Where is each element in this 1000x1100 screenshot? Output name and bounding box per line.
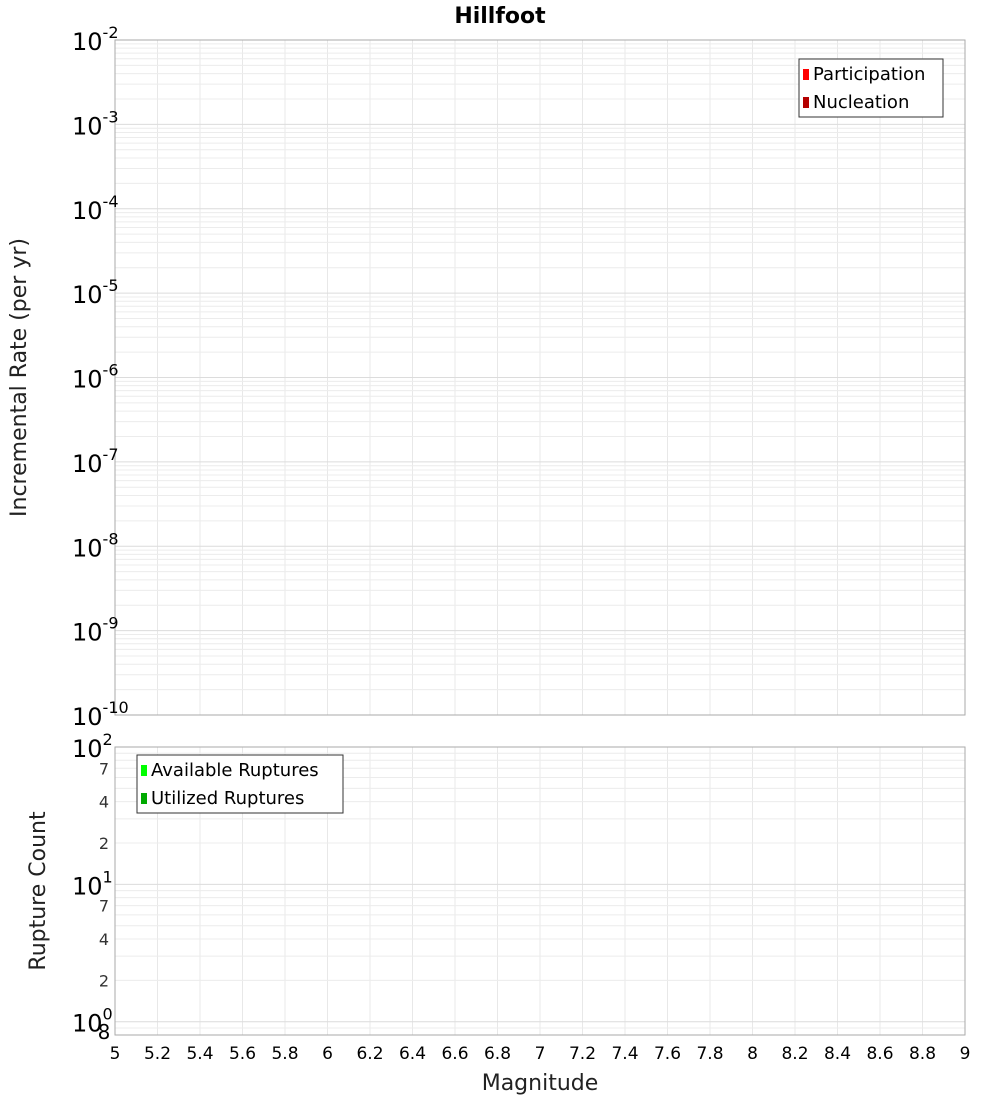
y-tick-label: 102 — [72, 730, 113, 763]
y-tick-label: 10-8 — [72, 529, 119, 562]
legend-label: Participation — [813, 64, 925, 85]
y-tick-label: 10-6 — [72, 361, 119, 394]
x-tick-label: 8.2 — [781, 1044, 808, 1064]
y-axis-label: Rupture Count — [26, 811, 51, 971]
y-tick-label: 10-9 — [72, 614, 119, 647]
y-tick-label: 10-3 — [72, 107, 119, 140]
x-tick-label: 5.8 — [271, 1044, 298, 1064]
legend-label: Utilized Ruptures — [151, 788, 304, 809]
x-tick-label: 8.8 — [909, 1044, 936, 1064]
y-minor-tick-label: 4 — [99, 930, 109, 949]
legend-swatch — [141, 793, 147, 804]
y-axis-label: Incremental Rate (per yr) — [7, 238, 32, 517]
x-tick-label: 5 — [110, 1044, 121, 1064]
legend — [798, 58, 944, 118]
x-tick-label: 5.2 — [144, 1044, 171, 1064]
legend-swatch — [141, 765, 147, 776]
y-minor-tick-label: 2 — [99, 971, 109, 990]
plot-frame — [114, 39, 966, 716]
y-minor-tick-label: 7 — [99, 759, 109, 778]
x-tick-label: 7 — [535, 1044, 546, 1064]
x-tick-label: 6.4 — [399, 1044, 426, 1064]
x-tick-label: 6.2 — [356, 1044, 383, 1064]
x-tick-label: 7.2 — [569, 1044, 596, 1064]
y-tick-label: 10-4 — [72, 192, 119, 225]
x-tick-label: 7.6 — [654, 1044, 681, 1064]
legend — [136, 754, 344, 814]
y-tick-label: 10-2 — [72, 23, 119, 56]
x-tick-label: 6.8 — [484, 1044, 511, 1064]
y-tick-label: 10-5 — [72, 276, 119, 309]
x-tick-label: 9 — [960, 1044, 971, 1064]
x-tick-label: 6.6 — [441, 1044, 468, 1064]
y-tick-label: 10-10 — [72, 698, 129, 731]
y-minor-tick-label: 4 — [99, 793, 109, 812]
y-tick-label: 101 — [72, 867, 113, 900]
x-tick-label: 5.4 — [186, 1044, 213, 1064]
y-minor-tick-label: 8 — [98, 1020, 111, 1044]
y-minor-tick-label: 7 — [99, 897, 109, 916]
x-tick-label: 7.8 — [696, 1044, 723, 1064]
y-minor-tick-label: 2 — [99, 834, 109, 853]
legend-swatch — [803, 69, 809, 80]
x-tick-label: 8.6 — [866, 1044, 893, 1064]
legend-label: Available Ruptures — [151, 760, 319, 781]
legend-label: Nucleation — [813, 92, 909, 113]
y-tick-label: 10-7 — [72, 445, 119, 478]
x-tick-label: 5.6 — [229, 1044, 256, 1064]
x-tick-label: 6 — [322, 1044, 333, 1064]
chart-title: Hillfoot — [454, 4, 546, 29]
x-tick-label: 8.4 — [824, 1044, 851, 1064]
x-axis-label: Magnitude — [482, 1071, 599, 1096]
legend-swatch — [803, 97, 809, 108]
x-tick-label: 7.4 — [611, 1044, 638, 1064]
plot-frame — [114, 746, 966, 1036]
x-tick-label: 8 — [747, 1044, 758, 1064]
